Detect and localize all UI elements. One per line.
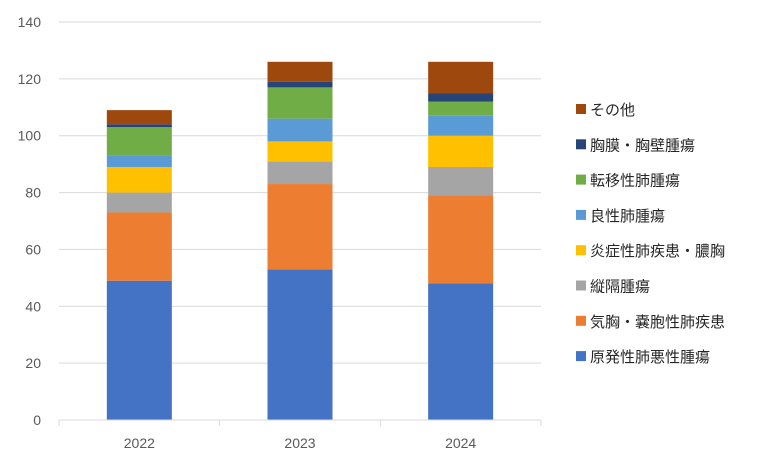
bar-2024-series-6 xyxy=(428,93,494,102)
bar-2022-series-0 xyxy=(106,280,172,420)
y-tick-label-120: 120 xyxy=(18,71,42,87)
bar-2023-series-7 xyxy=(267,61,333,82)
bar-2023-series-4 xyxy=(267,118,333,142)
legend: その他胸膜・胸壁腫瘍転移性肺腫瘍良性肺腫瘍炎症性肺疾患・膿胸縦隔腫瘍気胸・嚢胞性… xyxy=(576,101,725,366)
legend-label-5: 縦隔腫瘍 xyxy=(590,278,650,296)
legend-label-1: 胸膜・胸壁腫瘍 xyxy=(590,136,695,154)
bar-2022-series-7 xyxy=(106,110,172,125)
bars xyxy=(106,61,494,420)
y-tick-label-0: 0 xyxy=(33,412,41,428)
bar-2024-series-0 xyxy=(428,283,494,420)
x-axis: 2022 2023 2024 xyxy=(58,419,542,451)
bar-2022-series-6 xyxy=(106,124,172,128)
legend-label-0: その他 xyxy=(590,101,635,119)
y-tick-label-100: 100 xyxy=(18,128,42,144)
legend-swatch-1 xyxy=(576,139,586,150)
bar-2023-series-5 xyxy=(267,87,333,119)
bar-2023-series-3 xyxy=(267,141,333,162)
bar-2022-series-1 xyxy=(106,212,172,281)
legend-label-3: 良性肺腫瘍 xyxy=(590,207,665,225)
bar-2023-series-6 xyxy=(267,81,333,88)
bar-2024-series-7 xyxy=(428,61,494,94)
bar-2022-series-4 xyxy=(106,155,172,167)
legend-swatch-3 xyxy=(576,209,586,220)
legend-label-6: 気胸・嚢胞性肺疾患 xyxy=(590,313,725,331)
legend-swatch-4 xyxy=(576,245,586,256)
bar-2024-series-4 xyxy=(428,115,494,136)
y-tick-label-40: 40 xyxy=(25,298,41,314)
legend-label-4: 炎症性肺疾患・膿胸 xyxy=(590,242,725,260)
legend-label-7: 原発性肺悪性腫瘍 xyxy=(590,348,710,366)
y-tick-label-140: 140 xyxy=(18,14,42,30)
bar-2024-series-3 xyxy=(428,135,494,167)
legend-swatch-7 xyxy=(576,351,586,362)
bar-2024-series-5 xyxy=(428,101,494,116)
bar-2024-series-1 xyxy=(428,195,494,284)
y-tick-label-80: 80 xyxy=(25,185,41,201)
bar-2022-series-2 xyxy=(106,192,172,213)
legend-label-2: 転移性肺腫瘍 xyxy=(590,172,680,190)
legend-swatch-2 xyxy=(576,174,586,185)
x-tick-label-2022: 2022 xyxy=(124,435,155,451)
bar-2023-series-0 xyxy=(267,269,333,420)
x-tick-label-2023: 2023 xyxy=(284,435,315,451)
bar-2022-series-3 xyxy=(106,166,172,193)
bar-2022-series-5 xyxy=(106,127,172,156)
bar-2023-series-1 xyxy=(267,184,333,270)
bar-2024-series-2 xyxy=(428,166,494,196)
legend-swatch-6 xyxy=(576,315,586,326)
y-axis: 0 20 40 60 80 100 120 140 xyxy=(18,14,42,428)
y-tick-label-20: 20 xyxy=(25,355,41,371)
legend-swatch-5 xyxy=(576,280,586,291)
bar-2023-series-2 xyxy=(267,161,333,185)
x-tick-label-2024: 2024 xyxy=(445,435,476,451)
legend-swatch-0 xyxy=(576,104,586,114)
y-tick-label-60: 60 xyxy=(25,241,41,257)
